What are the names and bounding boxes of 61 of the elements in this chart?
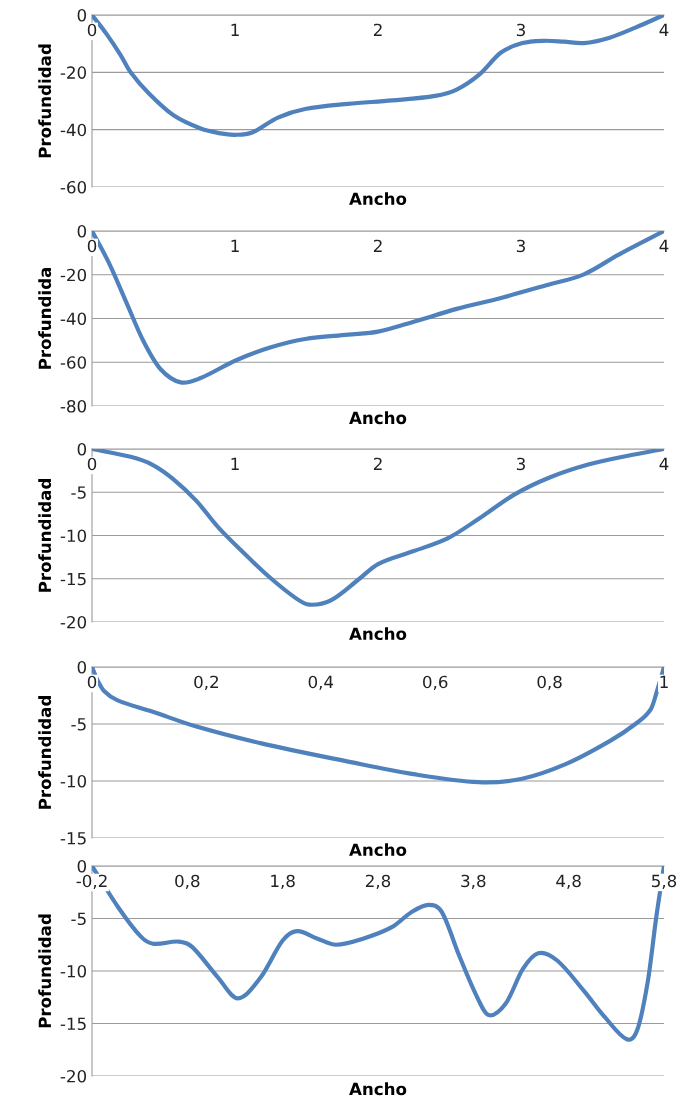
x-tick-label: 3: [516, 457, 525, 471]
y-tick-label: 0: [77, 660, 87, 674]
y-tick-label: -20: [60, 1069, 87, 1083]
x-tick-label: 0: [87, 457, 97, 471]
y-tick-label: -15: [60, 1017, 86, 1031]
x-tick-label: 3,8: [461, 874, 486, 889]
x-tick-label: 4: [659, 23, 669, 36]
y-tick-label: 0: [77, 8, 87, 22]
y-tick-label: -40: [60, 312, 87, 326]
x-tick-label: -0,2: [76, 874, 107, 889]
y-axis-title: Profundidad: [38, 914, 52, 1028]
y-tick-label: -5: [71, 486, 86, 499]
x-tick-label: 0,2: [194, 675, 218, 690]
x-tick-label: 0: [87, 239, 97, 253]
x-tick-label: 0: [87, 23, 97, 37]
y-tick-label: -40: [60, 123, 87, 137]
x-axis-title: Ancho: [349, 1082, 407, 1096]
x-tick-label: 4,8: [556, 874, 581, 889]
x-tick-label: 0,4: [308, 675, 334, 690]
x-tick-label: 2: [373, 457, 382, 470]
y-axis-title: Profundida: [38, 267, 52, 369]
y-tick-label: -80: [60, 399, 87, 413]
x-axis-title: Ancho: [349, 627, 407, 641]
y-tick-label: -10: [60, 529, 87, 543]
x-tick-label: 1,8: [271, 874, 295, 889]
y-tick-label: 0: [77, 442, 87, 456]
x-tick-label: 1: [231, 239, 239, 252]
y-tick-label: 0: [77, 224, 87, 238]
x-tick-label: 1: [660, 675, 668, 688]
x-tick-label: 1: [231, 23, 239, 36]
x-tick-label: 0: [87, 675, 97, 689]
y-tick-label: -5: [71, 718, 86, 731]
x-tick-label: 3: [516, 239, 525, 253]
x-tick-label: 0,6: [423, 675, 448, 690]
y-tick-label: -10: [60, 774, 87, 788]
x-tick-label: 4: [659, 457, 669, 470]
x-tick-label: 0,8: [175, 874, 200, 889]
y-tick-label: -15: [60, 572, 86, 586]
y-axis-title: Profundidad: [38, 696, 52, 809]
x-axis-title: Ancho: [349, 843, 407, 857]
y-tick-label: -20: [60, 66, 87, 79]
y-tick-label: 0: [77, 859, 87, 873]
y-tick-label: -60: [60, 180, 87, 194]
x-axis-title: Ancho: [349, 411, 407, 425]
y-tick-label: -20: [60, 268, 87, 282]
x-axis-title: Ancho: [349, 192, 407, 206]
x-tick-label: 2: [373, 239, 382, 252]
y-tick-label: -60: [60, 356, 87, 369]
y-tick-label: -20: [60, 615, 87, 629]
y-tick-label: -10: [60, 964, 87, 978]
x-tick-label: 4: [659, 239, 669, 252]
x-tick-label: 1: [231, 457, 239, 470]
x-tick-label: 2,8: [365, 874, 391, 889]
y-tick-label: -15: [60, 832, 86, 845]
x-tick-label: 5,8: [652, 874, 677, 889]
y-axis-title: Profundidad: [38, 44, 52, 158]
x-tick-label: 2: [373, 23, 382, 36]
x-tick-label: 0,8: [537, 675, 562, 690]
y-tick-label: -5: [71, 912, 86, 926]
x-tick-label: 3: [516, 23, 525, 37]
y-axis-title: Profundidad: [38, 479, 52, 592]
